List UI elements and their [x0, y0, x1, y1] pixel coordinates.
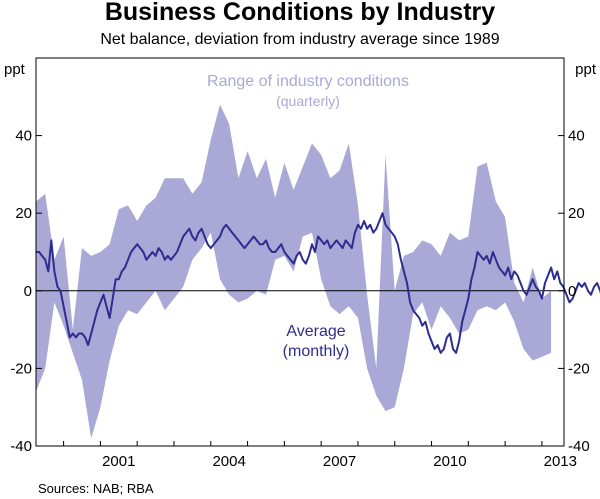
y-tick-label-right: 40 [568, 128, 585, 145]
x-tick-label: 2013 [544, 453, 577, 470]
y-tick-label-right: 20 [568, 205, 585, 222]
chart-subtitle: Net balance, deviation from industry ave… [100, 31, 499, 48]
source-note: Sources: NAB; RBA [38, 481, 154, 496]
y-ticks-left: -40 -20 0 20 40 [10, 128, 42, 455]
y-unit-right: ppt [575, 61, 597, 78]
x-tick-label: 2010 [433, 453, 466, 470]
range-band [36, 104, 552, 439]
chart-title: Business Conditions by Industry [105, 0, 495, 26]
x-tick-label: 2007 [323, 453, 356, 470]
y-tick-label-left: 20 [15, 205, 32, 222]
y-unit-left: ppt [4, 61, 26, 78]
y-tick-label-right: -20 [568, 360, 590, 377]
average-annotation: Average [286, 323, 345, 340]
plot-frame [35, 57, 565, 447]
x-tick-label: 2001 [102, 453, 135, 470]
range-annotation: Range of industry conditions [207, 73, 409, 90]
x-ticks: 2001 2004 2007 2010 2013 [63, 441, 577, 470]
average-annotation-sub: (monthly) [283, 343, 350, 360]
y-ticks-right: -40 -20 0 20 40 [558, 128, 590, 455]
y-tick-label-right: -40 [568, 438, 590, 455]
y-tick-label-left: 0 [24, 283, 32, 300]
y-tick-label-left: -40 [10, 438, 32, 455]
y-tick-label-left: 40 [15, 128, 32, 145]
average-line [36, 212, 600, 354]
plot-area: -40 -20 0 20 40 -40 -20 0 20 40 2001 2004 2007 2010… [10, 57, 600, 470]
y-tick-label-right: 0 [568, 283, 576, 300]
x-tick-label: 2004 [212, 453, 245, 470]
range-annotation-sub: (quarterly) [276, 93, 340, 109]
y-tick-label-left: -20 [10, 360, 32, 377]
